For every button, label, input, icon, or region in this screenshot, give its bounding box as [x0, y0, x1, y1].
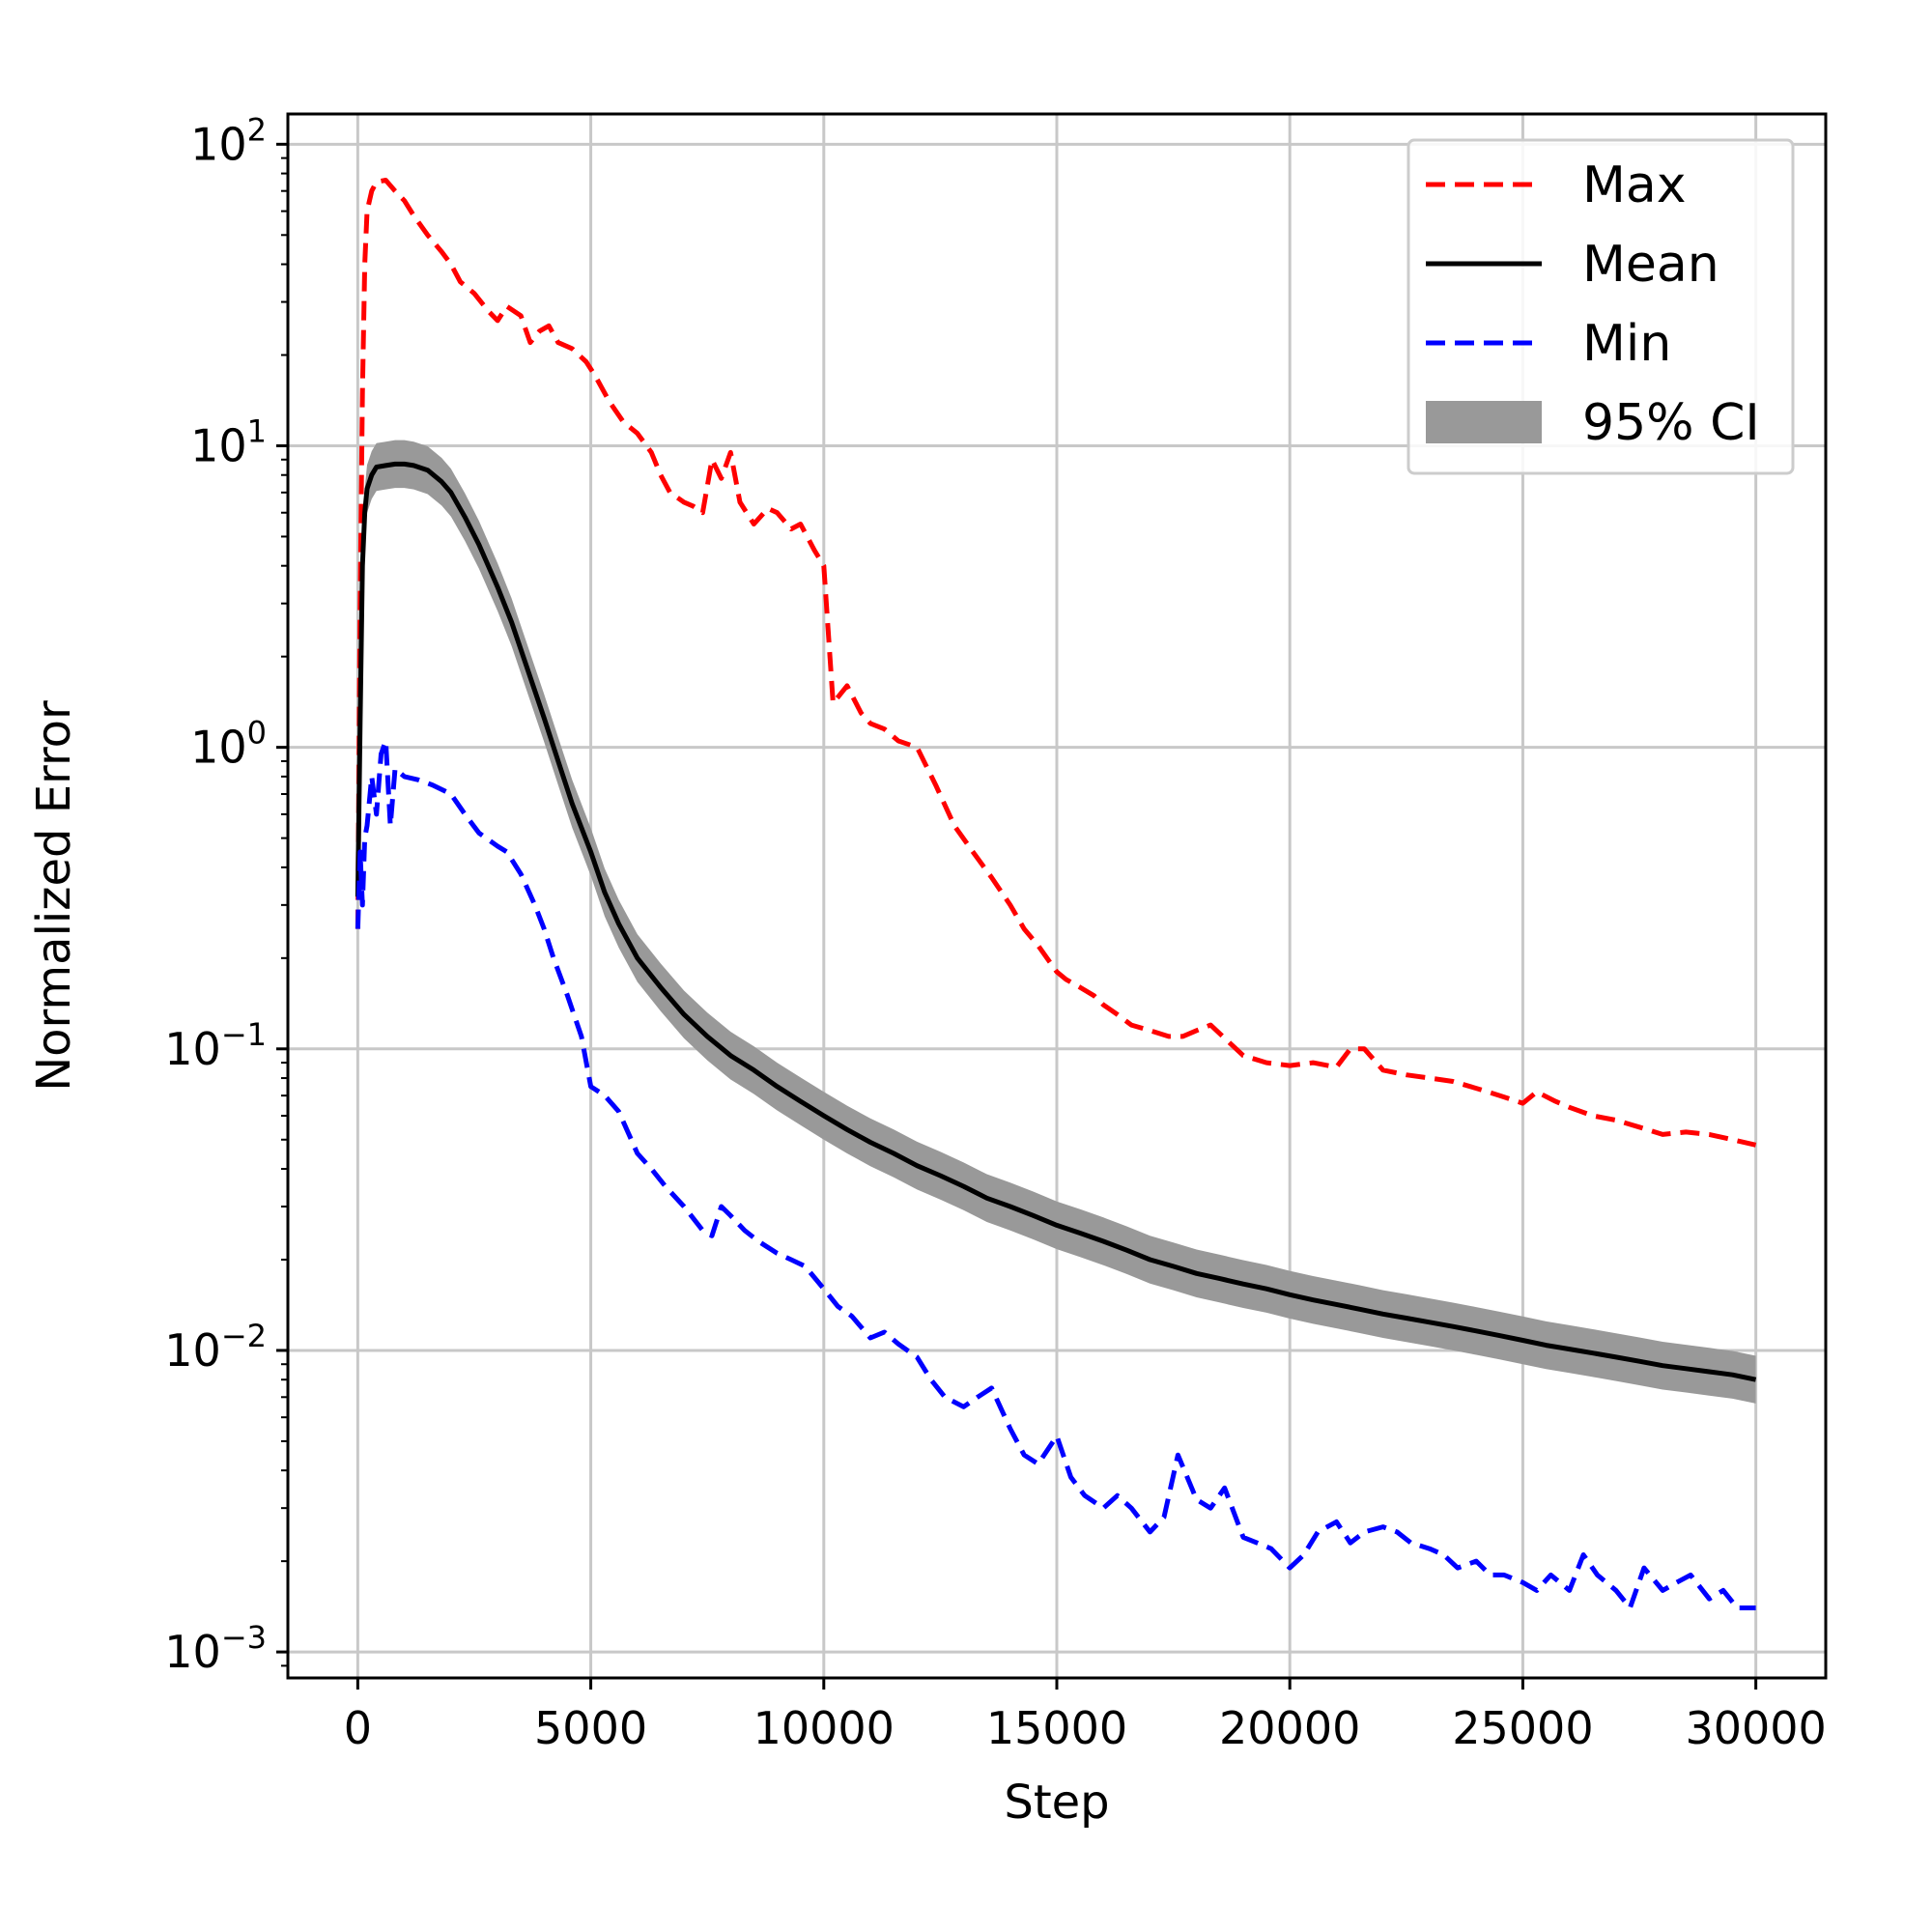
legend-label-mean: Mean — [1582, 236, 1719, 294]
y-tick-label-2: 100 — [190, 715, 267, 774]
x-axis-label: Step — [1004, 1776, 1109, 1830]
y-axis-label: Normalized Error — [27, 700, 81, 1092]
ci-band-layer — [357, 440, 1756, 1404]
x-tick-label-2: 10000 — [753, 1702, 895, 1754]
x-tick-label-1: 5000 — [534, 1702, 647, 1754]
y-tick-label-3: 10−1 — [164, 1016, 267, 1075]
legend-swatch-ci — [1426, 401, 1542, 443]
axis-ticks: 0 5000 10000 15000 20000 25000 30000 102 101 100 1… — [164, 111, 1827, 1754]
ci-band — [357, 440, 1756, 1404]
y-tick-label-1: 101 — [190, 412, 267, 471]
legend-box — [1406, 138, 1795, 475]
series-line-max — [355, 178, 1757, 1148]
y-tick-label-0: 102 — [190, 111, 267, 170]
legend-label-max: Max — [1582, 156, 1687, 214]
x-tick-label-3: 15000 — [986, 1702, 1127, 1754]
x-tick-label-5: 25000 — [1452, 1702, 1593, 1754]
legend-label-min: Min — [1582, 315, 1671, 373]
series-line-mean — [355, 461, 1757, 1382]
x-tick-label-4: 20000 — [1219, 1702, 1360, 1754]
x-tick-label-0: 0 — [344, 1702, 372, 1754]
grid — [288, 114, 1826, 1678]
series-layer — [355, 178, 1757, 1610]
legend: Max Mean Min 95% CI — [1406, 138, 1795, 475]
x-tick-label-6: 30000 — [1685, 1702, 1826, 1754]
y-tick-label-4: 10−2 — [164, 1318, 267, 1377]
y-tick-label-5: 10−3 — [164, 1619, 267, 1678]
series-line-min — [355, 738, 1756, 1610]
legend-label-ci: 95% CI — [1582, 394, 1760, 452]
